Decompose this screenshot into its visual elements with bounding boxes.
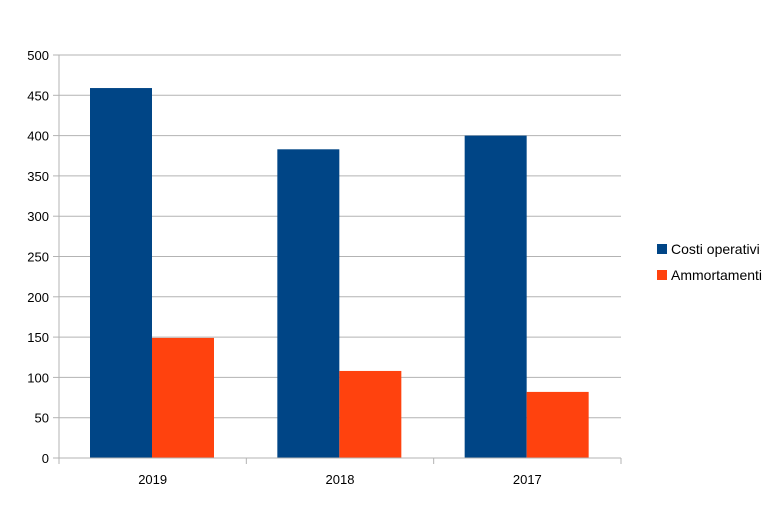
y-tick-label: 100 bbox=[27, 370, 49, 385]
legend-item-ammortamenti: Ammortamenti bbox=[657, 262, 762, 288]
legend-item-costi: Costi operativi bbox=[657, 236, 762, 262]
y-tick-label: 0 bbox=[42, 451, 49, 466]
bar-ammortamenti-2017 bbox=[526, 391, 589, 458]
x-tick-label: 2017 bbox=[513, 472, 542, 487]
y-tick-label: 150 bbox=[27, 330, 49, 345]
legend-label-ammortamenti: Ammortamenti bbox=[671, 267, 763, 283]
legend-swatch-ammortamenti bbox=[657, 270, 667, 280]
axes: 0 50 100 150 200 250 300 350 400 450 500 2019 2018 20… bbox=[27, 48, 622, 487]
bar-ammortamenti-2018 bbox=[339, 370, 402, 458]
y-tick-label: 200 bbox=[27, 290, 49, 305]
legend-label-costi: Costi operativi bbox=[671, 241, 760, 257]
bars bbox=[90, 88, 589, 459]
x-tick-label: 2018 bbox=[326, 472, 355, 487]
y-tick-label: 300 bbox=[27, 209, 49, 224]
bar-costi-operativi-2019 bbox=[90, 88, 152, 459]
y-tick-label: 50 bbox=[35, 411, 49, 426]
y-tick-label: 250 bbox=[27, 250, 49, 265]
bar-costi-operativi-2018 bbox=[277, 149, 340, 458]
bar-ammortamenti-2019 bbox=[152, 337, 214, 458]
legend: Costi operativi Ammortamenti bbox=[657, 236, 762, 288]
y-tick-label: 500 bbox=[27, 48, 49, 63]
y-tick-label: 400 bbox=[27, 129, 49, 144]
x-tick-label: 2019 bbox=[138, 472, 167, 487]
y-tick-label: 450 bbox=[27, 88, 49, 103]
legend-swatch-costi bbox=[657, 244, 667, 254]
y-tick-label: 350 bbox=[27, 169, 49, 184]
bar-costi-operativi-2017 bbox=[464, 135, 527, 458]
